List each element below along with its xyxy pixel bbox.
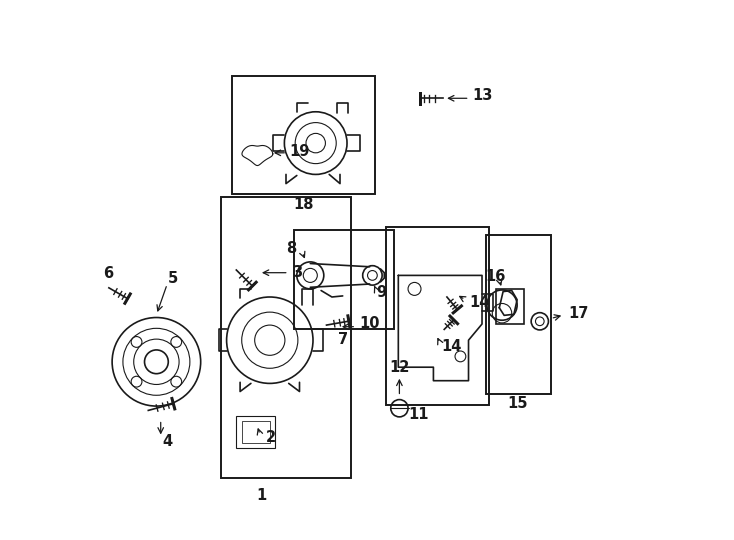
Text: 5: 5 bbox=[167, 271, 178, 286]
Text: 19: 19 bbox=[290, 144, 310, 159]
Bar bbox=[294, 230, 394, 329]
Bar bbox=[236, 416, 275, 448]
Text: 3: 3 bbox=[292, 265, 302, 280]
Text: 10: 10 bbox=[359, 316, 379, 332]
Text: 15: 15 bbox=[507, 396, 527, 411]
Text: 1: 1 bbox=[257, 488, 267, 503]
Bar bbox=[495, 289, 523, 324]
Bar bbox=[241, 421, 270, 443]
Bar bbox=[221, 197, 351, 478]
Text: 7: 7 bbox=[338, 332, 348, 347]
Text: 6: 6 bbox=[103, 266, 113, 281]
Text: 2: 2 bbox=[266, 430, 275, 445]
Text: 13: 13 bbox=[472, 87, 493, 103]
Bar bbox=[386, 227, 489, 405]
Bar bbox=[232, 76, 375, 194]
Text: 14: 14 bbox=[470, 295, 490, 310]
Text: 17: 17 bbox=[568, 306, 588, 321]
Bar bbox=[486, 235, 550, 394]
Text: 9: 9 bbox=[377, 285, 387, 300]
Text: 14: 14 bbox=[442, 339, 462, 354]
Text: 12: 12 bbox=[389, 360, 410, 375]
Text: 18: 18 bbox=[293, 197, 313, 212]
Text: 11: 11 bbox=[408, 407, 429, 422]
Text: 8: 8 bbox=[286, 241, 297, 256]
Text: 4: 4 bbox=[162, 434, 172, 449]
Text: 16: 16 bbox=[485, 269, 506, 284]
